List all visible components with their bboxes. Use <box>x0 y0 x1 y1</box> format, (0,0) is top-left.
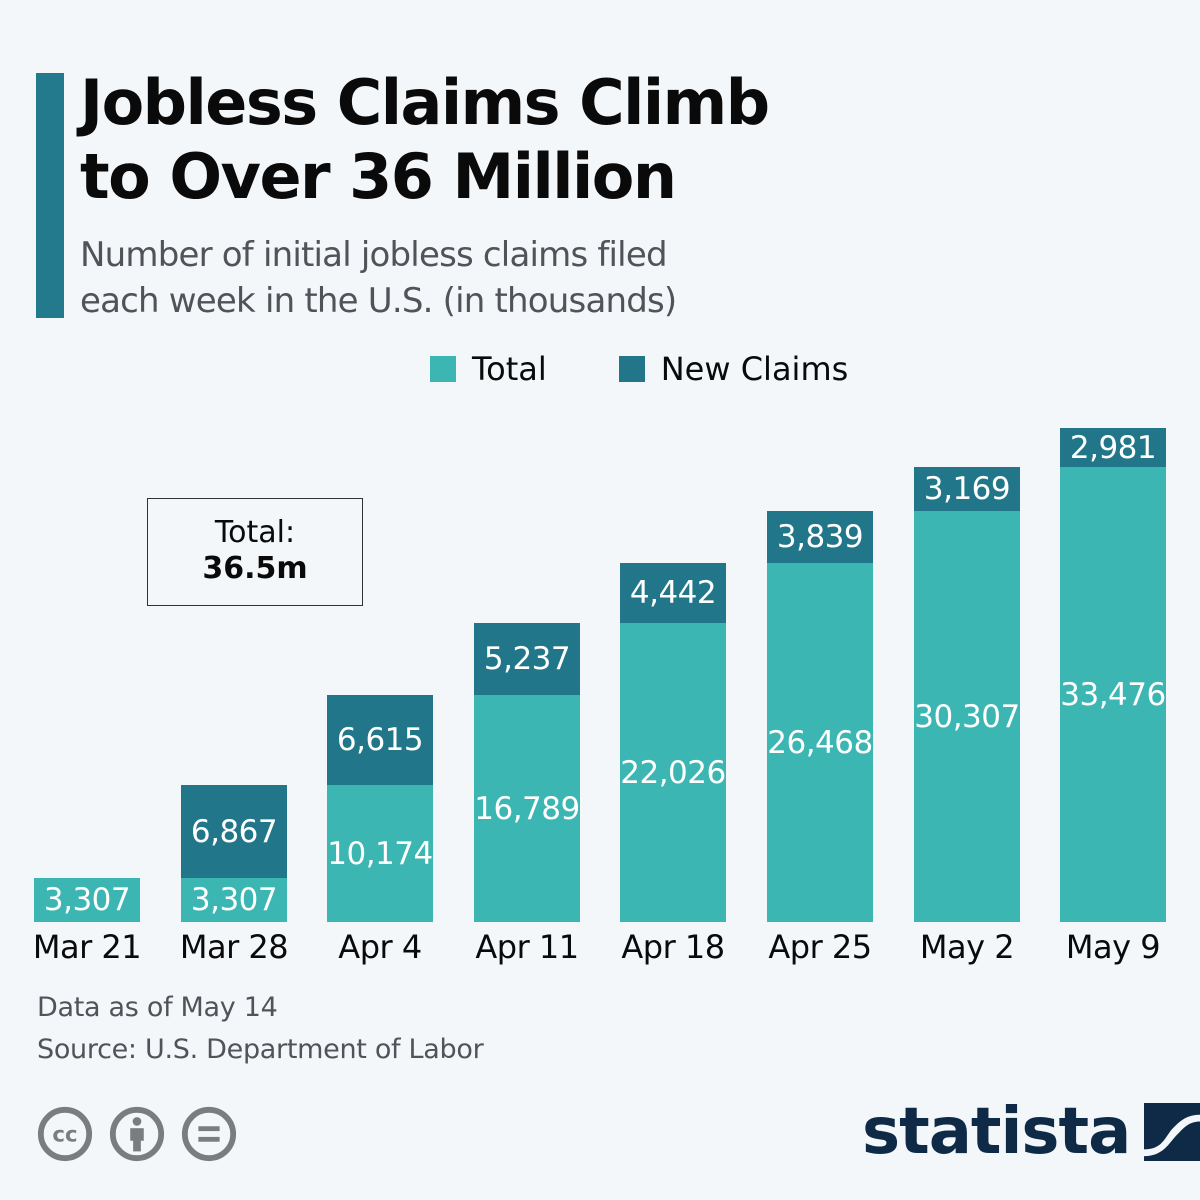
legend-swatch-new-claims <box>618 356 645 382</box>
title-line-2: to Over 36 Million <box>80 140 677 213</box>
no-derivatives-icon[interactable] <box>180 1105 238 1163</box>
callout-value: 36.5m <box>202 551 308 586</box>
legend-item-total: Total <box>430 350 547 388</box>
bar-mar-28: 6,867 3,307 <box>181 785 287 922</box>
license-icons: cc <box>36 1105 252 1163</box>
bar-segment-new-claims: 5,237 <box>474 623 580 695</box>
bar-segment-total: 33,476 <box>1060 467 1166 922</box>
bar-segment-total: 16,789 <box>474 695 580 922</box>
source-note: Source: U.S. Department of Labor <box>37 1034 484 1065</box>
legend-item-new-claims: New Claims <box>618 350 849 388</box>
title-accent-bar <box>36 73 64 318</box>
x-axis-label: Apr 4 <box>338 928 422 966</box>
subtitle-line-1: Number of initial jobless claims filed <box>80 235 668 275</box>
cc-icon[interactable]: cc <box>36 1105 94 1163</box>
bar-may-9: 2,981 33,476 <box>1060 428 1166 922</box>
legend-label-total: Total <box>472 350 547 388</box>
x-axis-label: Mar 21 <box>32 928 142 966</box>
bar-segment-new-claims: 6,867 <box>181 785 287 878</box>
legend: Total New Claims <box>430 350 920 388</box>
x-axis-label: Apr 11 <box>475 928 579 966</box>
title-line-1: Jobless Claims Climb <box>80 66 770 139</box>
bar-segment-new-claims: 6,615 <box>327 695 433 785</box>
bar-apr-18: 4,442 22,026 <box>620 563 726 922</box>
x-axis-label: Mar 28 <box>179 928 289 966</box>
x-axis-label: May 9 <box>1065 928 1161 966</box>
chart-subtitle: Number of initial jobless claims filed e… <box>80 232 677 324</box>
legend-label-new-claims: New Claims <box>660 350 849 388</box>
chart-title: Jobless Claims Climb to Over 36 Million <box>80 66 770 214</box>
x-axis-label: Apr 25 <box>768 928 872 966</box>
svg-text:cc: cc <box>52 1123 77 1148</box>
bar-segment-total: 30,307 <box>914 511 1020 922</box>
x-axis-label: Apr 18 <box>621 928 725 966</box>
subtitle-line-2: each week in the U.S. (in thousands) <box>80 281 677 321</box>
bar-apr-11: 5,237 16,789 <box>474 623 580 922</box>
brand-wordmark: statista <box>862 1095 1131 1169</box>
bar-segment-total: 10,174 <box>327 785 433 922</box>
bar-segment-total: 3,307 <box>34 878 140 922</box>
bar-segment-total: 26,468 <box>767 563 873 922</box>
bar-segment-total: 22,026 <box>620 623 726 922</box>
bar-segment-new-claims: 2,981 <box>1060 428 1166 467</box>
legend-swatch-total <box>430 356 456 382</box>
bar-apr-25: 3,839 26,468 <box>767 511 873 922</box>
callout-label: Total: <box>214 515 296 550</box>
statista-logo[interactable]: statista <box>862 1096 1200 1168</box>
bar-segment-total: 3,307 <box>181 878 287 922</box>
x-axis-label: May 2 <box>919 928 1015 966</box>
bar-segment-new-claims: 4,442 <box>620 563 726 623</box>
bar-may-2: 3,169 30,307 <box>914 467 1020 922</box>
bar-segment-new-claims: 3,169 <box>914 467 1020 511</box>
statista-logo-mark-icon <box>1144 1103 1200 1161</box>
bar-segment-new-claims: 3,839 <box>767 511 873 563</box>
data-date-note: Data as of May 14 <box>37 992 278 1023</box>
attribution-icon[interactable] <box>108 1105 166 1163</box>
total-callout-box: Total: 36.5m <box>147 498 363 606</box>
bar-apr-4: 6,615 10,174 <box>327 695 433 922</box>
bar-mar-21: 3,307 <box>34 878 140 922</box>
